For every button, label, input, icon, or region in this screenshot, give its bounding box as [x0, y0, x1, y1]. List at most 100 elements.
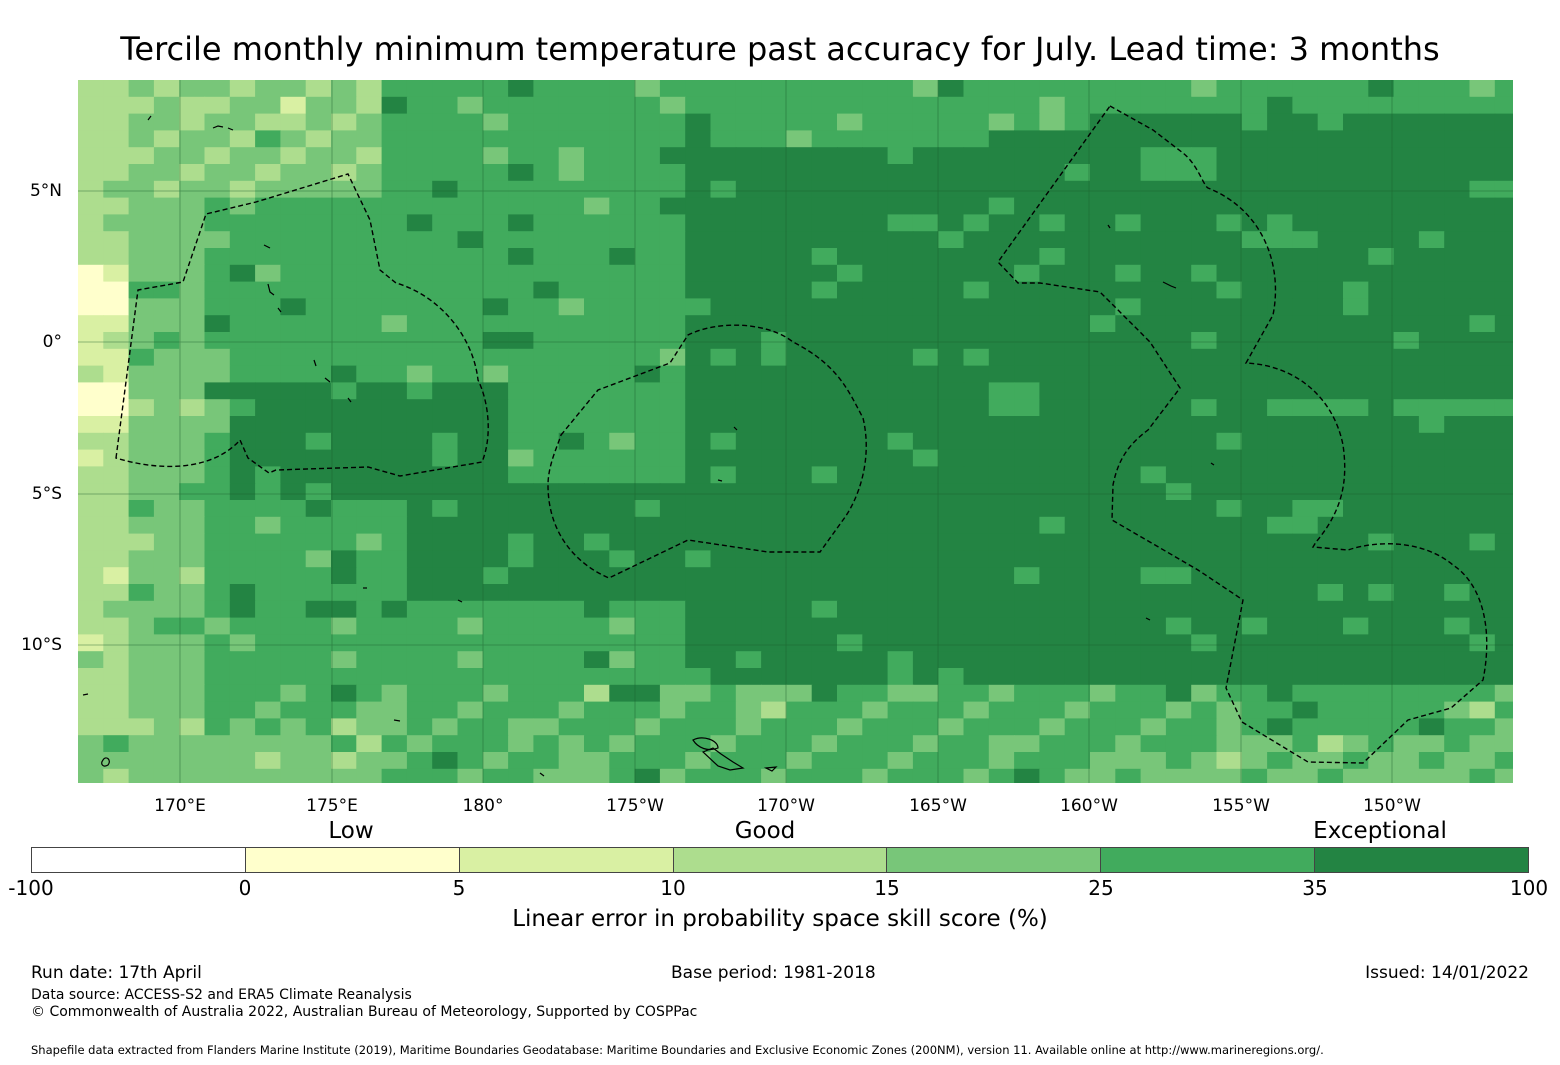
skill-cell — [1165, 752, 1192, 770]
skill-cell — [584, 701, 610, 719]
skill-cell — [1014, 382, 1040, 400]
skill-cell — [432, 332, 459, 350]
skill-cell — [786, 298, 813, 316]
skill-cell — [128, 264, 155, 283]
skill-cell — [786, 651, 813, 669]
skill-cell — [1165, 432, 1192, 451]
skill-cell — [558, 768, 585, 783]
skill-cell — [1115, 113, 1142, 131]
skill-cell — [280, 483, 307, 501]
skill-cell — [457, 315, 484, 333]
skill-cell — [1343, 634, 1369, 652]
skill-cell — [533, 449, 560, 467]
skill-cell — [1140, 416, 1167, 434]
skill-cell — [1216, 584, 1243, 602]
skill-cell — [356, 164, 383, 182]
skill-cell — [837, 533, 863, 551]
skill-cell — [179, 281, 206, 299]
skill-cell — [255, 483, 281, 501]
skill-cell — [837, 567, 863, 585]
skill-cell — [634, 332, 661, 350]
skill-cell — [1140, 584, 1167, 602]
skill-cell — [912, 113, 939, 131]
skill-cell — [1241, 382, 1268, 400]
skill-cell — [1292, 584, 1319, 602]
skill-cell — [255, 332, 281, 350]
skill-cell — [229, 684, 256, 703]
skill-cell — [862, 550, 889, 568]
skill-cell — [1418, 416, 1445, 434]
skill-cell — [179, 567, 206, 585]
skill-cell — [1418, 533, 1445, 551]
skill-cell — [1039, 416, 1066, 434]
skill-cell — [1165, 617, 1192, 635]
skill-cell — [280, 281, 307, 299]
skill-cell — [887, 752, 914, 770]
skill-cell — [1292, 516, 1319, 535]
skill-cell — [356, 668, 383, 686]
skill-cell — [1368, 483, 1395, 501]
skill-cell — [1418, 432, 1445, 451]
skill-cell — [1393, 584, 1420, 602]
skill-cell — [1241, 483, 1268, 501]
skill-cell — [912, 80, 939, 98]
skill-cell — [988, 466, 1015, 484]
skill-cell — [179, 516, 206, 535]
skill-cell — [1064, 500, 1091, 518]
skill-cell — [1418, 634, 1445, 652]
skill-cell — [1317, 399, 1344, 417]
skill-cell — [1292, 483, 1319, 501]
skill-cell — [204, 180, 231, 199]
skill-cell — [1115, 483, 1142, 501]
skill-cell — [761, 533, 787, 551]
skill-cell — [811, 147, 838, 165]
skill-cell — [786, 684, 813, 703]
skill-cell — [280, 348, 307, 367]
skill-cell — [331, 197, 357, 215]
copyright: © Commonwealth of Australia 2022, Austra… — [31, 1004, 698, 1020]
skill-cell — [229, 348, 256, 367]
run-date: Run date: 17th April — [31, 963, 202, 983]
skill-cell — [988, 348, 1015, 367]
skill-cell — [609, 567, 636, 585]
skill-cell — [381, 701, 408, 719]
skill-cell — [912, 348, 939, 367]
skill-cell — [685, 550, 712, 568]
skill-cell — [1444, 600, 1471, 619]
skill-cell — [659, 164, 686, 182]
skill-cell — [280, 617, 307, 635]
skill-cell — [153, 180, 180, 199]
skill-cell — [1140, 281, 1167, 299]
skill-cell — [761, 500, 787, 518]
skill-cell — [1165, 382, 1192, 400]
skill-cell — [710, 752, 737, 770]
skill-cell — [659, 231, 686, 249]
skill-cell — [862, 197, 889, 215]
skill-cell — [1469, 483, 1496, 501]
skill-cell — [761, 365, 787, 383]
skill-cell — [1090, 164, 1116, 182]
skill-cell — [659, 449, 686, 467]
skill-cell — [406, 264, 433, 283]
skill-cell — [1393, 298, 1420, 316]
skill-cell — [1292, 617, 1319, 635]
skill-cell — [1393, 432, 1420, 451]
skill-cell — [78, 684, 104, 703]
skill-cell — [78, 164, 104, 182]
skill-cell — [508, 348, 534, 367]
skill-cell — [584, 332, 610, 350]
skill-cell — [103, 735, 130, 753]
skill-cell — [78, 231, 104, 249]
skill-cell — [533, 96, 560, 115]
skill-cell — [761, 197, 787, 215]
skill-cell — [1216, 701, 1243, 719]
skill-cell — [508, 382, 534, 400]
skill-cell — [811, 752, 838, 770]
skill-cell — [1140, 147, 1167, 165]
skill-cell — [1115, 701, 1142, 719]
skill-cell — [659, 248, 686, 266]
skill-cell — [988, 651, 1015, 669]
skill-cell — [1368, 315, 1395, 333]
skill-cell — [1191, 516, 1218, 535]
skill-cell — [1393, 718, 1420, 736]
